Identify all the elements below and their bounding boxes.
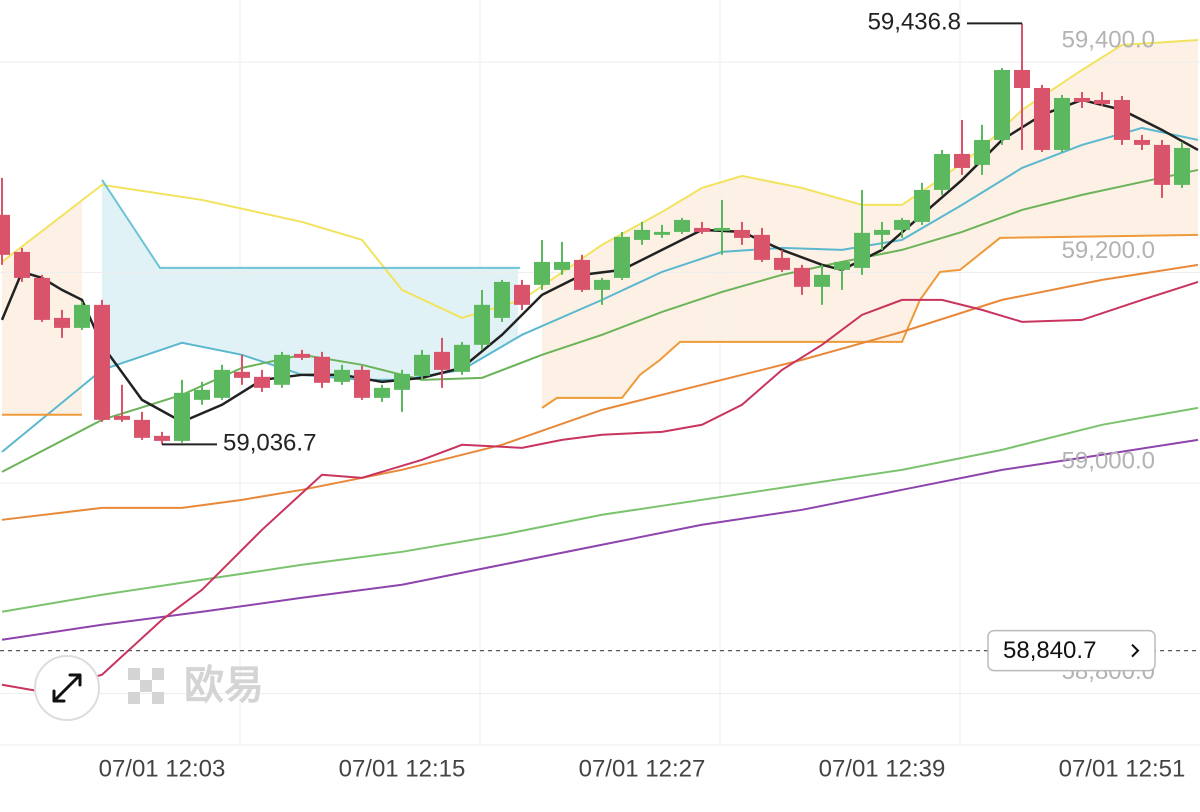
last-price-box[interactable]: [987, 629, 1156, 672]
candle-body: [1074, 97, 1090, 102]
candle-body: [294, 353, 310, 358]
candle-body: [1114, 99, 1130, 140]
indicator-line: [1, 263, 1199, 521]
candle-body: [334, 369, 350, 382]
expand-icon[interactable]: [52, 673, 82, 703]
candle-body: [874, 229, 890, 235]
indicator-line: [1, 438, 1199, 641]
candle-body: [554, 261, 570, 270]
expand-button[interactable]: [34, 655, 100, 721]
candle-body: [234, 371, 250, 378]
candle-body: [214, 369, 230, 398]
candle-body: [974, 139, 990, 165]
extreme-label: 59,436.8: [868, 9, 961, 36]
band-fill: [102, 179, 518, 380]
x-tick-label: 07/01 12:03: [99, 755, 226, 782]
watermark: 欧易: [128, 664, 264, 708]
candle-body: [274, 354, 290, 385]
candle-body: [614, 236, 630, 278]
candle-body: [174, 392, 190, 441]
candle-body: [434, 351, 450, 370]
candle-body: [954, 153, 970, 168]
logo-cell: [140, 680, 152, 692]
candle-body: [854, 232, 870, 268]
candle-body: [654, 231, 670, 235]
candle-body: [674, 219, 690, 232]
indicator-line: [2, 233, 1199, 416]
candle-body: [774, 257, 790, 270]
candle-body: [394, 373, 410, 390]
labels: 59,400.059,200.059,000.058,800.007/01 12…: [0, 9, 1200, 782]
candle-body: [994, 69, 1010, 140]
candle-body: [254, 376, 270, 388]
logo-cell: [152, 692, 164, 704]
candle-body: [34, 277, 50, 320]
indicator-line: [101, 179, 520, 269]
last-price-arrow: [1131, 643, 1140, 658]
x-tick-label: 07/01 12:27: [579, 755, 706, 782]
candle-body: [1154, 144, 1170, 185]
candle-body: [14, 251, 30, 278]
candle-body: [914, 189, 930, 222]
candle-body: [694, 227, 710, 232]
logo-cell: [128, 692, 140, 704]
candle-body: [794, 267, 810, 287]
candle-body: [1134, 139, 1150, 145]
candle-body: [314, 356, 330, 383]
candle-body: [534, 261, 550, 285]
y-tick-label: 59,400.0: [1062, 26, 1155, 53]
candle-body: [194, 389, 210, 400]
indicator-line: [1, 280, 1199, 693]
logo-cell: [128, 668, 140, 680]
candle-body: [94, 304, 110, 420]
candle-body: [1014, 69, 1030, 88]
candle-body: [734, 229, 750, 238]
y-tick-label: 59,200.0: [1062, 237, 1155, 264]
candle-body: [474, 304, 490, 345]
x-tick-label: 07/01 12:15: [339, 755, 466, 782]
candle-body: [834, 261, 850, 270]
candle-body: [454, 344, 470, 372]
x-tick-label: 07/01 12:51: [1059, 755, 1186, 782]
candle-body: [714, 227, 730, 231]
candle-body: [114, 415, 130, 420]
candle-body: [494, 281, 510, 318]
last-price-label: 58,840.7: [1003, 637, 1096, 664]
candles: [0, 23, 1190, 445]
lines: [0, 38, 1199, 693]
candle-body: [594, 279, 610, 290]
candle-body: [414, 354, 430, 376]
candle-body: [1054, 97, 1070, 150]
y-tick-label: 59,000.0: [1062, 447, 1155, 474]
candle-body: [1094, 99, 1110, 104]
candle-body: [574, 259, 590, 290]
candle-body: [754, 234, 770, 260]
candle-body: [894, 219, 910, 230]
candle-body: [74, 304, 90, 328]
candle-body: [374, 387, 390, 398]
candle-body: [514, 284, 530, 305]
candle-body: [934, 153, 950, 190]
logo-cell: [152, 668, 164, 680]
candle-body: [814, 274, 830, 287]
extreme-label: 59,036.7: [223, 430, 316, 457]
candle-body: [154, 435, 170, 441]
x-tick-label: 07/01 12:39: [819, 755, 946, 782]
candle-body: [134, 419, 150, 438]
indicator-line: [1, 406, 1199, 613]
candle-body: [54, 317, 70, 328]
watermark-text: 欧易: [184, 664, 264, 708]
indicator-line: [1, 126, 1199, 453]
candle-body: [354, 369, 370, 398]
candle-body: [1174, 147, 1190, 185]
indicator-line: [1, 168, 1199, 473]
candle-body: [1034, 87, 1050, 150]
candle-body: [634, 229, 650, 240]
grid: [0, 0, 1200, 745]
candle-body: [0, 214, 10, 255]
